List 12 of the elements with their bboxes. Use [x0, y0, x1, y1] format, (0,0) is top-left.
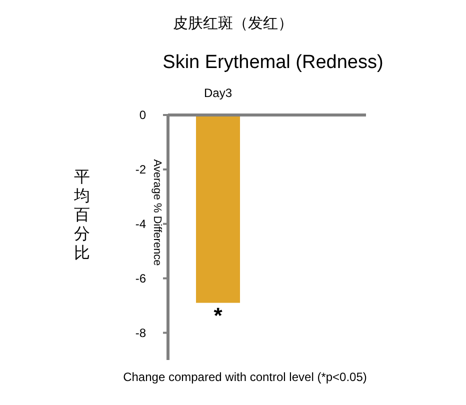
y-tick-label: -8	[135, 326, 146, 340]
chart-subtitle: Skin Erythemal (Redness)	[162, 52, 384, 73]
y-tick-label: -6	[135, 271, 146, 286]
y-axis-title: Average % Difference	[151, 159, 163, 266]
y-tick-label: -2	[135, 162, 146, 176]
y-tick-label: -4	[135, 216, 146, 231]
y-tick-label: 0	[139, 108, 146, 122]
text: 平均百分比	[73, 167, 90, 262]
x-tick-label: Day3	[204, 86, 232, 100]
text: Change compared with control level (*p<0.05)	[123, 370, 367, 384]
annotation: *	[214, 302, 223, 328]
chart-title: 皮肤红斑（发红）	[173, 15, 293, 32]
